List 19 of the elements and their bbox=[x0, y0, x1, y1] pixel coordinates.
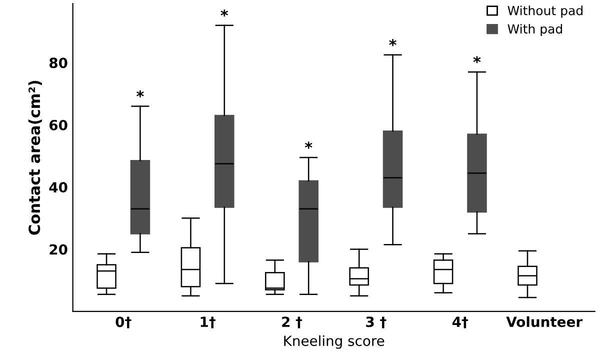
x-tick-label: 2 † bbox=[282, 316, 302, 328]
annotation: * bbox=[220, 9, 228, 17]
x-tick-label: 1† bbox=[200, 316, 216, 328]
y-tick-label: 40 bbox=[49, 182, 68, 193]
x-axis-title: Kneeling score bbox=[284, 335, 384, 349]
annotation: * bbox=[389, 38, 396, 46]
annotation: * bbox=[304, 142, 312, 149]
y-tick-label: 60 bbox=[50, 120, 68, 130]
y-axis-title: Contact area(cm²) bbox=[28, 80, 42, 235]
legend-label: Without pad bbox=[508, 6, 582, 18]
y-tick-label: 80 bbox=[50, 58, 68, 68]
x-tick-label: Volunteer bbox=[506, 316, 582, 328]
x-tick-label: 3 † bbox=[366, 316, 386, 328]
legend-label: With pad bbox=[508, 24, 562, 36]
x-tick-label: 4† bbox=[452, 316, 468, 328]
x-tick-label: 0† bbox=[116, 316, 132, 328]
annotation: * bbox=[136, 90, 144, 98]
y-tick-label: 20 bbox=[50, 244, 68, 255]
annotation: * bbox=[473, 56, 481, 64]
